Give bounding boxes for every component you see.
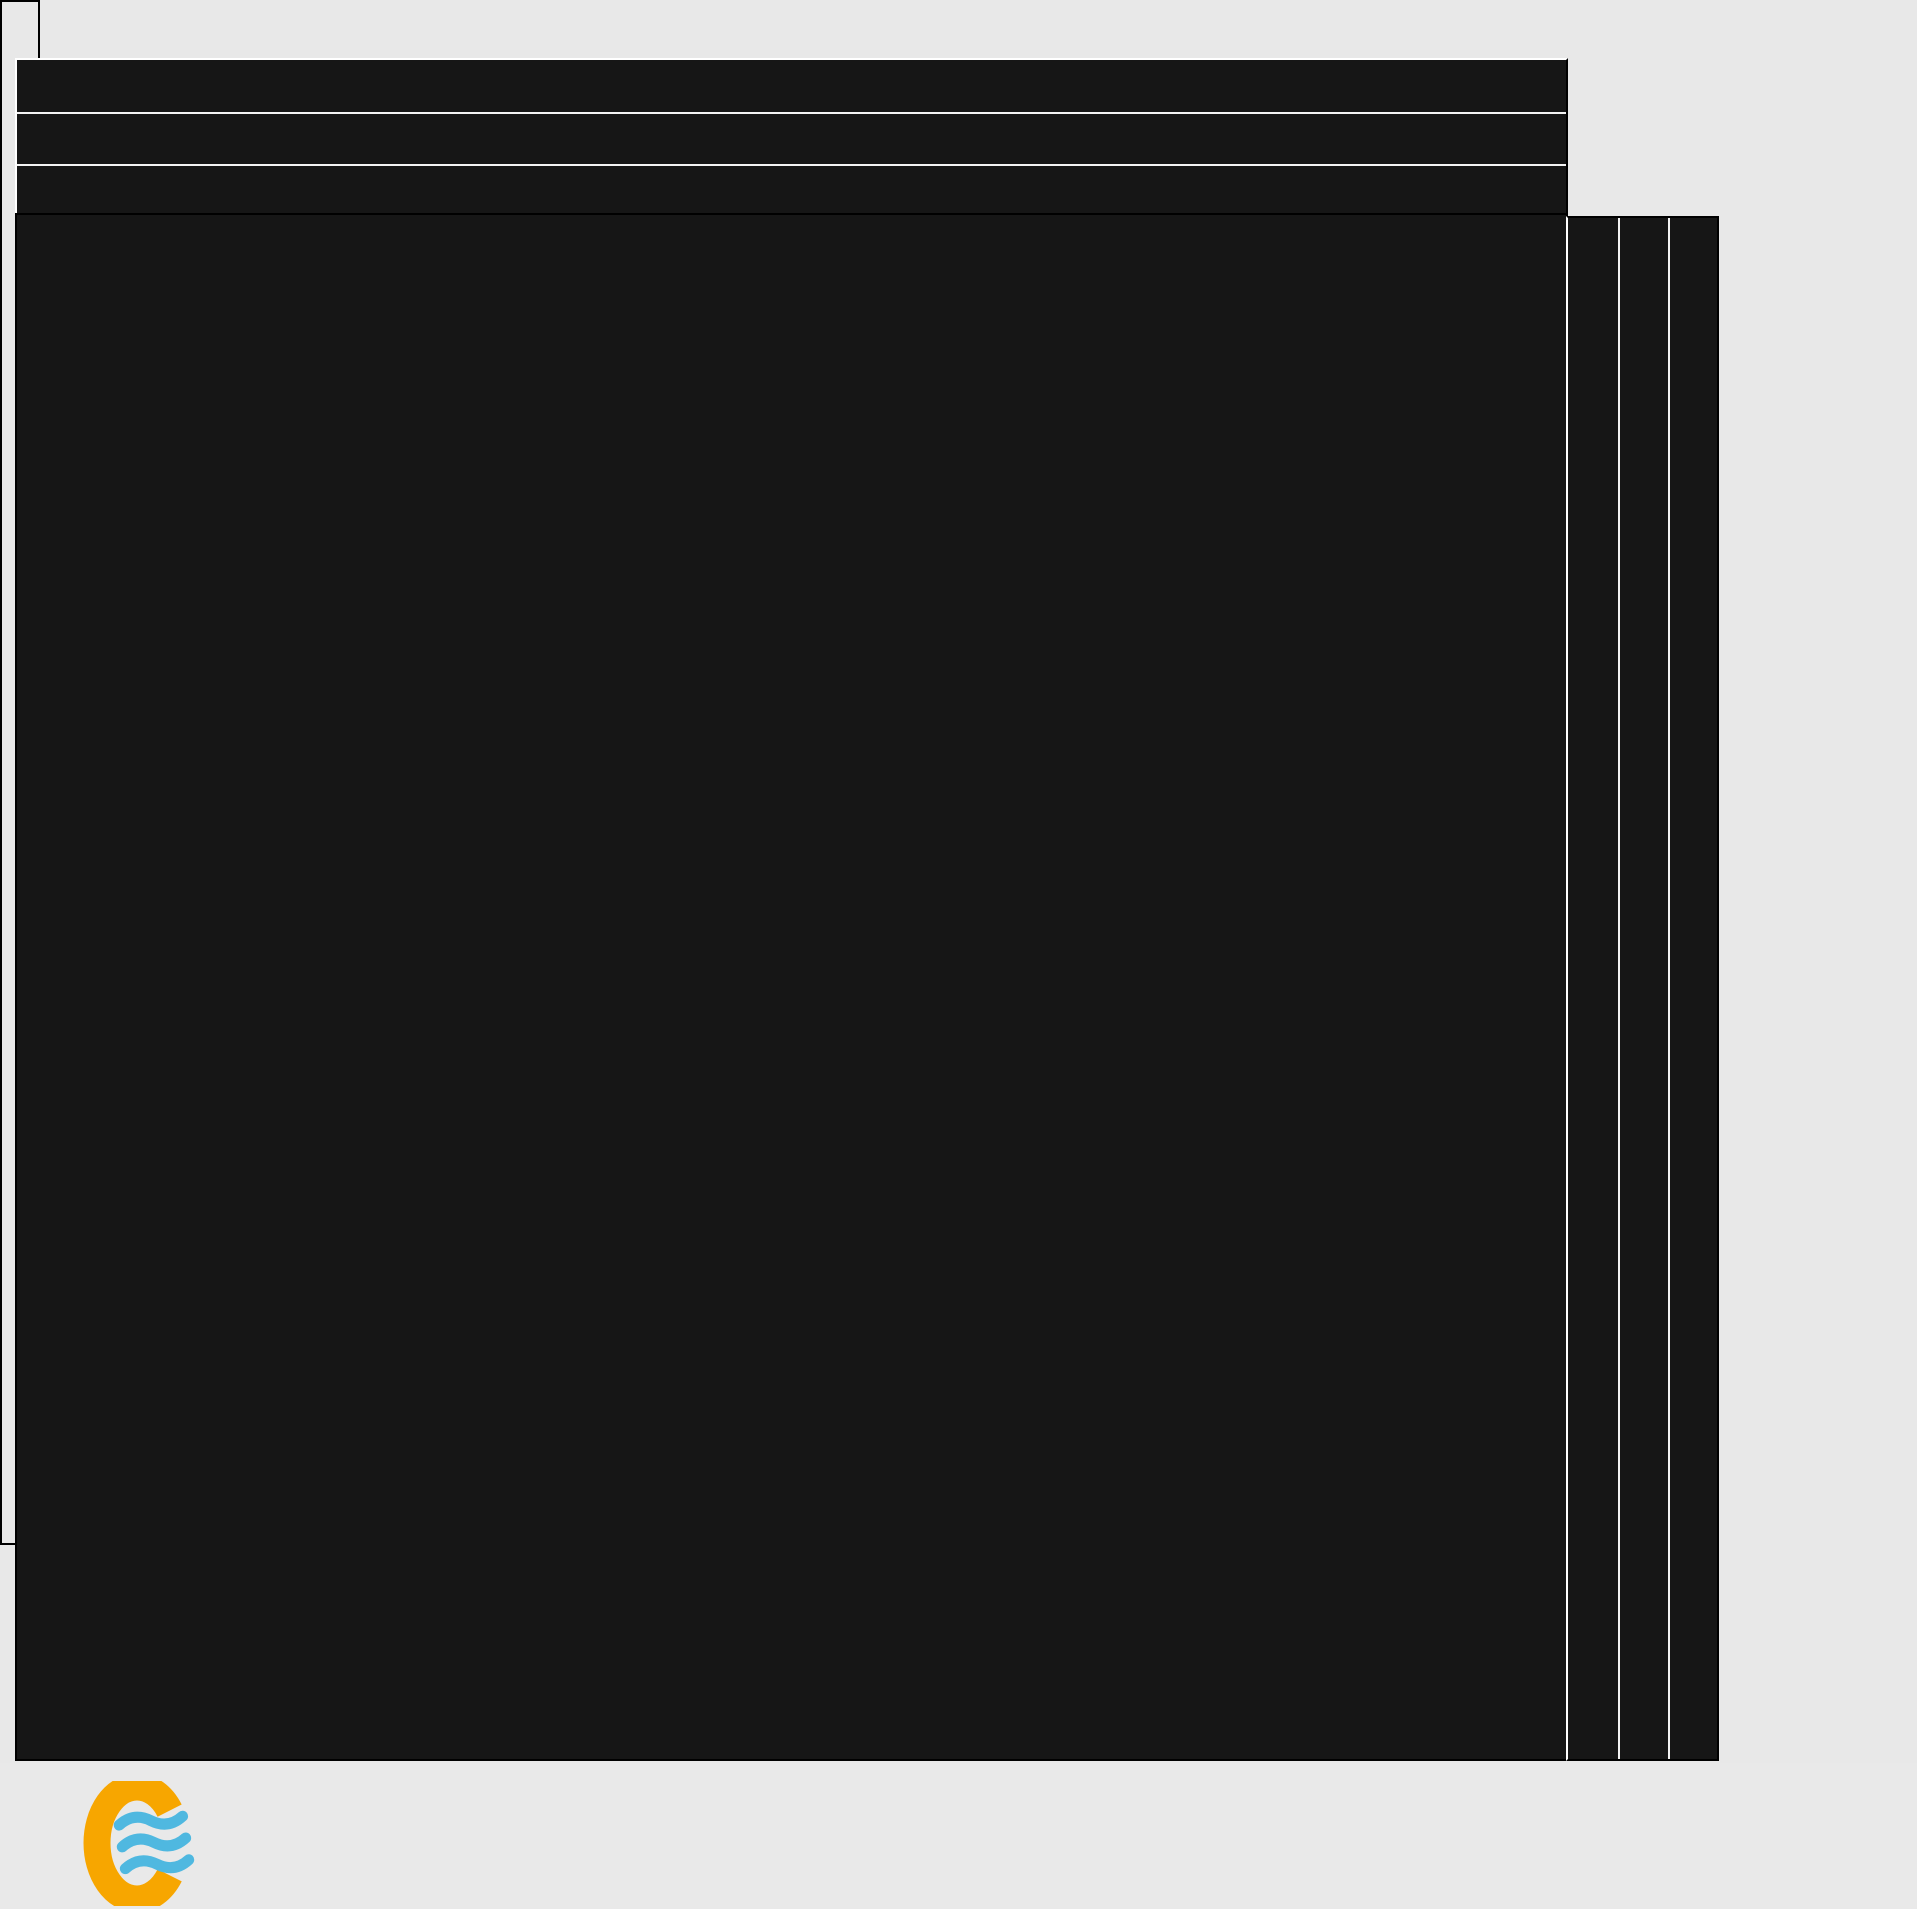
- top-cross-section-panel: [15, 58, 1568, 217]
- right-cross-section-panel: [1566, 216, 1719, 1761]
- smn-logo-icon: [83, 1781, 195, 1906]
- gridline-10km-vertical: [1668, 218, 1670, 1759]
- map-borders: [17, 215, 1566, 1759]
- economia-coat-of-arms-icon: [862, 1771, 928, 1901]
- footer: [0, 1763, 1917, 1909]
- right-cross-section-echoes: [1568, 218, 1717, 1759]
- defensa-coat-of-arms-icon: [540, 1771, 606, 1901]
- map-panel: [15, 213, 1568, 1761]
- gridline-10km: [17, 112, 1566, 114]
- map-radar-echoes: [17, 215, 1566, 1759]
- gridline-5km-vertical: [1618, 218, 1620, 1759]
- gridline-5km: [17, 164, 1566, 166]
- top-cross-section-echoes: [17, 60, 1566, 215]
